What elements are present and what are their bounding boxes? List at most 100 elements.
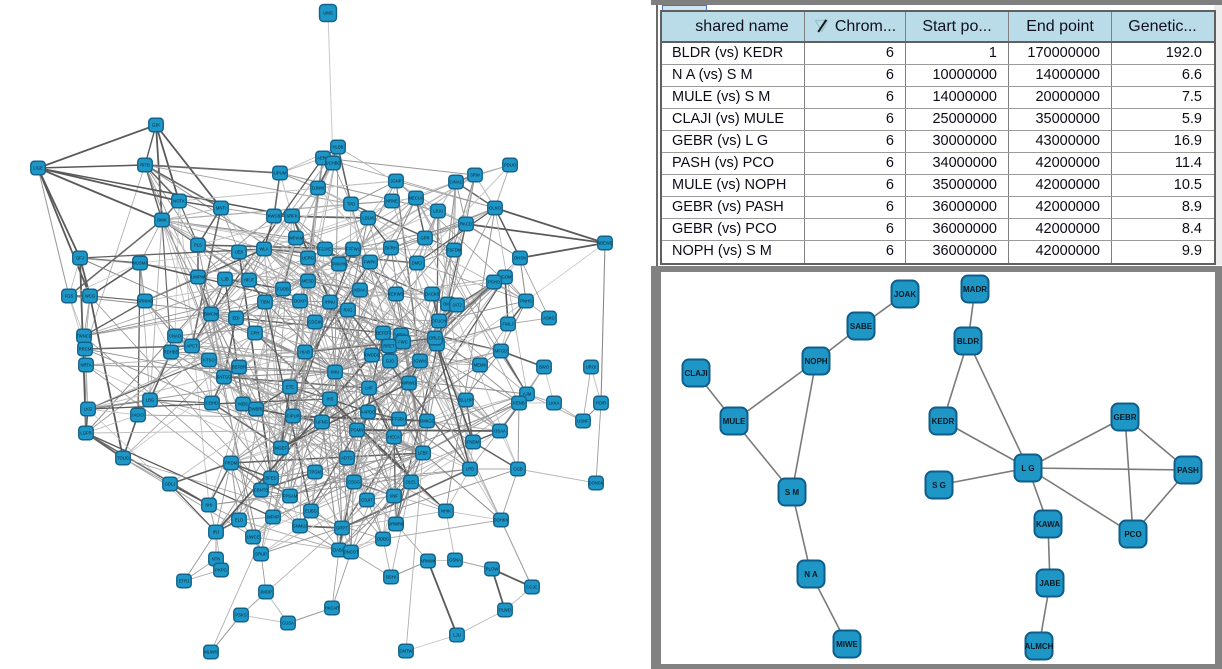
svg-text:PASH: PASH <box>1177 466 1199 475</box>
svg-text:NRTA: NRTA <box>80 363 91 368</box>
svg-text:KEDR: KEDR <box>932 417 955 426</box>
svg-text:OLKO: OLKO <box>489 206 501 211</box>
svg-text:HKCAR: HKCAR <box>325 606 340 611</box>
svg-text:KWDDG: KWDDG <box>364 353 380 358</box>
svg-text:OMO: OMO <box>443 302 454 307</box>
svg-text:HIAB: HIAB <box>300 350 310 355</box>
svg-text:MGEF: MGEF <box>275 446 288 451</box>
svg-text:S M: S M <box>785 488 800 497</box>
svg-text:TPD: TPD <box>347 202 355 207</box>
svg-text:RRCM: RRCM <box>79 347 92 352</box>
svg-text:APCT: APCT <box>186 344 198 349</box>
svg-text:RAG: RAG <box>343 308 352 313</box>
svg-text:PKPG: PKPG <box>215 568 227 573</box>
svg-text:UPUM: UPUM <box>274 171 287 176</box>
svg-text:JGNP: JGNP <box>390 179 401 184</box>
svg-text:UFNG: UFNG <box>316 420 328 425</box>
svg-text:WCG: WCG <box>85 294 95 299</box>
svg-text:NTN: NTN <box>212 557 221 562</box>
svg-text:KENB: KENB <box>513 401 525 406</box>
svg-text:GFJ: GFJ <box>76 256 84 261</box>
svg-text:PSHO: PSHO <box>488 280 501 285</box>
svg-text:OHSN: OHSN <box>514 256 526 261</box>
svg-text:CDGIK: CDGIK <box>308 320 321 325</box>
svg-text:FFSBU: FFSBU <box>392 417 406 422</box>
svg-text:AJM: AJM <box>523 392 532 397</box>
svg-text:UTD: UTD <box>466 467 475 472</box>
svg-text:SLLHP: SLLHP <box>459 398 472 403</box>
svg-text:LKG: LKG <box>84 407 92 412</box>
svg-text:CPH: CPH <box>251 331 260 336</box>
svg-text:S G: S G <box>932 481 946 490</box>
svg-text:TWNCD: TWNCD <box>76 334 92 339</box>
svg-text:IRJ: IRJ <box>213 530 219 535</box>
svg-text:JABE: JABE <box>1039 579 1061 588</box>
svg-text:GDLJ: GDLJ <box>165 482 176 487</box>
svg-text:FGS: FGS <box>65 294 74 299</box>
svg-text:WLA: WLA <box>259 247 268 252</box>
svg-text:DONSK: DONSK <box>589 481 604 486</box>
svg-text:FNDM: FNDM <box>467 440 480 445</box>
svg-text:IKBS: IKBS <box>238 402 248 407</box>
svg-text:OWBRL: OWBRL <box>248 407 264 412</box>
svg-text:JOAK: JOAK <box>894 290 916 299</box>
svg-text:GEBR: GEBR <box>1113 413 1136 422</box>
svg-text:FJJAE: FJJAE <box>319 247 332 252</box>
svg-text:BLDR: BLDR <box>957 337 979 346</box>
svg-text:PGMN: PGMN <box>351 428 364 433</box>
svg-text:ALMCH: ALMCH <box>1025 642 1054 651</box>
svg-text:SRFK: SRFK <box>286 214 297 219</box>
svg-text:LBG: LBG <box>146 398 154 403</box>
svg-text:JATJ: JATJ <box>452 303 461 308</box>
svg-text:LJB: LJB <box>221 277 228 282</box>
svg-text:UMS: UMS <box>323 11 333 16</box>
svg-text:FMAHK: FMAHK <box>332 262 347 267</box>
svg-text:DOKP: DOKP <box>294 299 306 304</box>
svg-text:UROI: UROI <box>586 365 596 370</box>
svg-text:NBEWD: NBEWD <box>597 241 613 246</box>
svg-text:LIGE: LIGE <box>33 166 43 171</box>
svg-text:L G: L G <box>1021 464 1034 473</box>
svg-text:KAWA: KAWA <box>1036 520 1060 529</box>
svg-text:GNMUJ: GNMUJ <box>293 524 308 529</box>
svg-text:ETRJ: ETRJ <box>179 579 189 584</box>
svg-text:LHF: LHF <box>365 386 373 391</box>
svg-text:URWRB: URWRB <box>388 522 404 527</box>
svg-text:BSHI: BSHI <box>386 575 396 580</box>
svg-text:BFRH: BFRH <box>385 246 396 251</box>
svg-text:USNF: USNF <box>577 419 589 424</box>
svg-text:LDLM: LDLM <box>362 216 374 221</box>
svg-text:IHS: IHS <box>327 397 334 402</box>
svg-text:PRDM: PRDM <box>225 461 238 466</box>
svg-text:DABG: DABG <box>333 548 345 553</box>
svg-text:NHIK: NHIK <box>441 509 451 514</box>
svg-text:CNAO: CNAO <box>169 334 182 339</box>
svg-text:OFUCH: OFUCH <box>432 319 447 324</box>
svg-text:DOHKN: DOHKN <box>493 518 508 523</box>
svg-text:NRNE: NRNE <box>386 199 398 204</box>
svg-text:MECUA: MECUA <box>408 196 423 201</box>
svg-text:ODBG: ODBG <box>377 537 389 542</box>
svg-text:CCJC: CCJC <box>526 585 537 590</box>
svg-text:CSSG: CSSG <box>348 480 360 485</box>
svg-text:MADR: MADR <box>963 285 987 294</box>
svg-text:TSFDM: TSFDM <box>447 248 462 253</box>
svg-text:GPR: GPR <box>420 236 429 241</box>
svg-text:IINF: IINF <box>390 494 398 499</box>
svg-text:NOPH: NOPH <box>804 357 827 366</box>
svg-text:EDI: EDI <box>233 316 240 321</box>
svg-text:GSNA: GSNA <box>449 558 461 563</box>
svg-text:FWC: FWC <box>398 340 408 345</box>
svg-text:KTSO: KTSO <box>203 358 215 363</box>
svg-text:SRW: SRW <box>470 173 480 178</box>
svg-text:SRUP: SRUP <box>255 552 267 557</box>
svg-text:SABE: SABE <box>850 322 873 331</box>
svg-text:TOUG: TOUG <box>117 456 129 461</box>
svg-text:OLEL: OLEL <box>406 480 417 485</box>
svg-text:DJNW: DJNW <box>312 186 324 191</box>
svg-text:UWCE: UWCE <box>247 535 260 540</box>
svg-text:WFHP: WFHP <box>267 515 280 520</box>
svg-text:LKKA: LKKA <box>549 401 560 406</box>
svg-text:CBHD: CBHD <box>206 401 218 406</box>
svg-text:LJUU: LJUU <box>433 209 443 214</box>
